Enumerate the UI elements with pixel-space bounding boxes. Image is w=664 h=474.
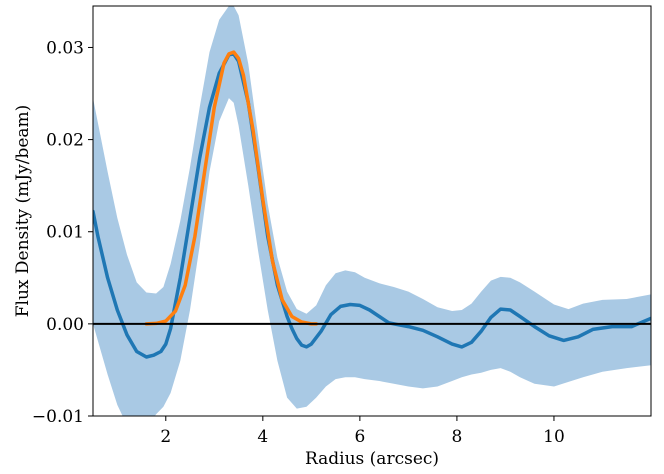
y-tick-label: −0.01 xyxy=(32,407,84,427)
y-tick-label: 0.02 xyxy=(46,131,84,151)
x-tick-label: 6 xyxy=(354,427,365,447)
x-tick-label: 2 xyxy=(160,427,171,447)
x-tick-label: 8 xyxy=(451,427,462,447)
y-axis-label: Flux Density (mJy/beam) xyxy=(13,105,33,318)
x-tick-label: 4 xyxy=(257,427,268,447)
plot-frame xyxy=(92,5,652,417)
x-axis-label: Radius (arcsec) xyxy=(305,449,439,469)
x-tick-label: 10 xyxy=(543,427,565,447)
model-fit-line xyxy=(144,50,318,326)
uncertainty-band xyxy=(93,6,651,416)
y-tick-label: 0.01 xyxy=(46,223,84,243)
y-tick-label: 0.00 xyxy=(46,315,84,335)
profile-line xyxy=(93,52,651,359)
y-tick-label: 0.03 xyxy=(46,38,84,58)
